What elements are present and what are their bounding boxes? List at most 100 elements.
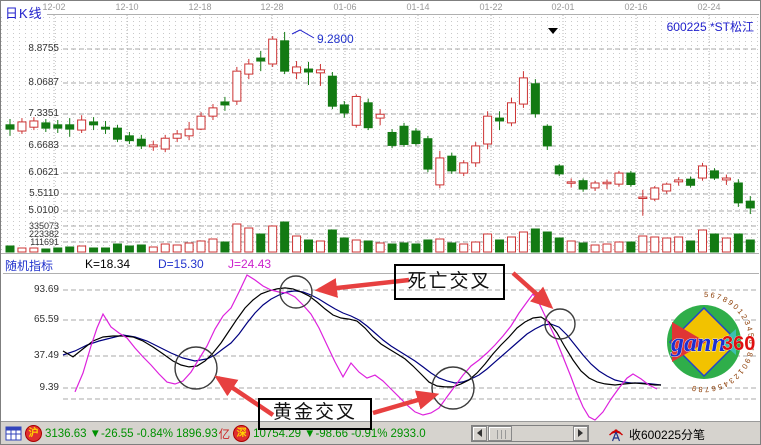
volume-bar	[447, 242, 457, 253]
date-tick-label: 01-06	[333, 2, 357, 12]
kdj-d-line	[62, 290, 662, 386]
shenzhen-market-icon[interactable]: 深	[233, 425, 251, 442]
sh-change-pct: -0.84%	[136, 427, 174, 440]
sz-down-arrow-icon: ▼	[304, 427, 316, 440]
date-tick-label: 02-24	[697, 2, 721, 12]
volume-axis-label: 335073	[28, 221, 59, 231]
sz-turnover: 2933.0	[390, 427, 426, 440]
candle-body	[363, 102, 373, 129]
candle-body	[399, 125, 409, 145]
volume-bar	[542, 231, 552, 253]
volume-bar	[315, 240, 325, 253]
volume-bar	[280, 221, 290, 253]
cross-circle	[279, 275, 313, 309]
price-axis-label: 8.0687	[28, 77, 59, 88]
volume-bar	[411, 243, 421, 253]
volume-bar	[29, 247, 39, 253]
candle-body	[280, 40, 290, 72]
candle-body	[733, 182, 743, 204]
volume-bar	[483, 233, 493, 253]
candle-body	[17, 121, 27, 132]
candle-body	[256, 57, 266, 62]
volume-bar	[220, 241, 230, 253]
candle-body	[196, 115, 206, 130]
quote-table-icon[interactable]	[5, 426, 22, 441]
candle-body	[650, 187, 660, 200]
death-cross-callout: 死亡交叉	[394, 264, 505, 300]
candle-body	[160, 137, 170, 150]
price-axis-label: 6.0621	[28, 167, 59, 178]
candle-body	[709, 170, 719, 179]
volume-bar	[614, 241, 624, 253]
candle-body	[101, 126, 111, 130]
candle-body	[375, 113, 385, 119]
annotation-arrow	[511, 271, 554, 309]
volume-bar	[53, 247, 63, 253]
candle-body	[721, 177, 731, 181]
death-cross-label: 死亡交叉	[407, 271, 492, 292]
volume-bar	[471, 241, 481, 253]
volume-bar	[41, 248, 51, 253]
candle-body	[315, 69, 325, 74]
candle-body	[41, 122, 51, 129]
golden-cross-label: 黄金交叉	[272, 402, 357, 423]
volume-bar	[698, 229, 708, 253]
volume-bar	[459, 243, 469, 253]
volume-bar	[435, 238, 445, 253]
kdj-axis-label: 37.49	[33, 350, 59, 361]
kdj-j-value: J=24.43	[228, 257, 272, 271]
candle-body	[590, 182, 600, 189]
volume-bar	[101, 247, 111, 253]
volume-bar	[375, 242, 385, 253]
scrollbar-thumb[interactable]	[488, 426, 512, 441]
scroll-right-button[interactable]	[573, 426, 588, 441]
volume-bar	[5, 245, 15, 253]
candle-body	[327, 75, 337, 107]
candle-body	[495, 117, 505, 122]
volume-axis-label: 111691	[30, 237, 59, 247]
volume-bar	[160, 243, 170, 253]
chart-canvas[interactable]	[1, 1, 760, 421]
horizontal-scrollbar[interactable]	[471, 425, 589, 442]
sh-turnover: 1896.93	[176, 427, 218, 440]
candle-body	[614, 172, 624, 185]
volume-bar	[339, 237, 349, 253]
antenna-icon[interactable]	[607, 425, 625, 442]
volume-bar	[518, 231, 528, 253]
candle-body	[29, 120, 39, 128]
volume-bar	[733, 233, 743, 253]
candle-body	[554, 165, 564, 175]
volume-bar	[304, 239, 313, 253]
shanghai-market-icon[interactable]: 沪	[25, 425, 42, 442]
candle-body	[471, 145, 481, 164]
sz-index-value: 10754.29	[253, 427, 302, 440]
candle-body	[232, 70, 242, 102]
volume-bar	[124, 245, 134, 253]
kdj-axis-label: 9.39	[39, 382, 59, 393]
volume-bar	[256, 233, 266, 253]
volume-bar	[745, 239, 755, 253]
volume-bar	[196, 240, 206, 253]
candle-body	[518, 77, 528, 105]
volume-bar	[709, 233, 719, 253]
volume-bar	[112, 243, 122, 253]
volume-bar	[530, 228, 540, 253]
candle-body	[136, 138, 146, 147]
sh-change: -26.55	[100, 427, 134, 440]
candle-body	[244, 63, 254, 75]
date-tick-label: 01-14	[406, 2, 430, 12]
volume-bar	[686, 240, 696, 253]
candle-body	[638, 196, 648, 199]
scroll-left-button[interactable]	[472, 426, 487, 441]
candle-body	[566, 181, 576, 184]
candle-body	[506, 102, 516, 124]
date-tick-label: 01-22	[479, 2, 503, 12]
volume-bar	[208, 238, 218, 253]
candle-body	[578, 180, 588, 190]
price-axis-label: 5.0100	[28, 205, 59, 216]
peak-price-annotation: 9.2800	[317, 32, 354, 46]
date-tick-label: 12-28	[260, 2, 284, 12]
price-axis-label: 7.3351	[28, 108, 59, 119]
candle-body	[411, 130, 421, 145]
current-view-label[interactable]: 收600225分笔	[629, 428, 706, 442]
